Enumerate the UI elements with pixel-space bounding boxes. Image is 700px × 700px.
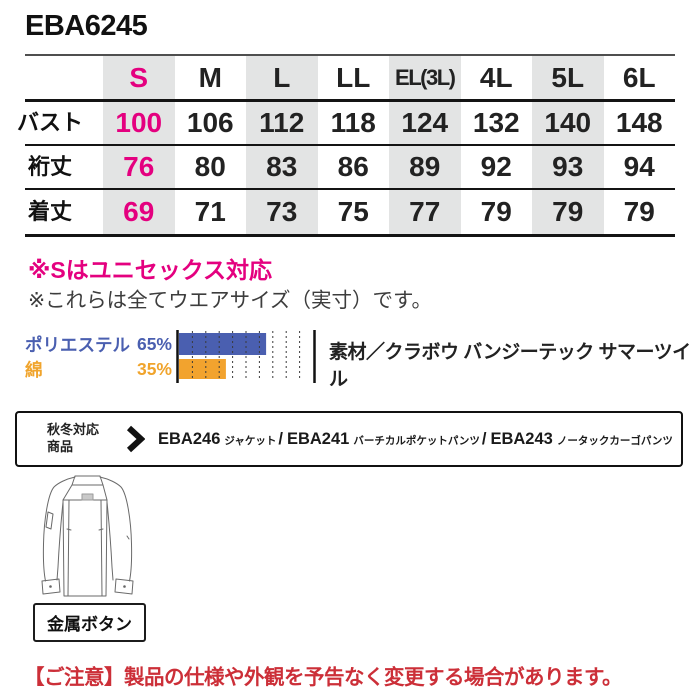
related-products-list: EBA246 ジャケット / EBA241 バーチカルポケットパンツ / EBA243 ノータ… [158, 430, 675, 449]
product-code: EBA246 [158, 429, 221, 448]
material-composition-bar-chart [176, 329, 316, 390]
note-actual-size: ※これらは全てウエアサイズ（実寸）です。 [28, 289, 433, 312]
size-column-header: EL(3L) [395, 64, 456, 90]
size-value-cell: 132 [472, 107, 520, 138]
size-table-row: 裄丈 76 80 83 86 89 92 93 94 [25, 146, 675, 190]
related-products-heading: 秋冬対応 商品 [47, 422, 99, 456]
size-column-header: S [129, 61, 149, 93]
size-value-cell: 93 [552, 151, 584, 182]
size-row-label: 裄丈 [27, 154, 72, 179]
material-percent: 65% [136, 334, 172, 354]
size-value-cell: 79 [623, 196, 655, 227]
product-separator: / [278, 429, 283, 448]
material-name: 綿 [25, 360, 43, 380]
size-value-cell: 83 [266, 151, 298, 182]
size-row-label: 着丈 [27, 199, 72, 224]
size-value-cell: 69 [123, 196, 155, 227]
size-value-cell: 76 [123, 151, 155, 182]
related-products-box: 秋冬対応 商品 EBA246 ジャケット / EBA241 バーチカルポケットパンツ / E… [15, 411, 683, 467]
bar-ポリエステル [179, 333, 267, 355]
size-value-cell: 71 [194, 196, 226, 227]
product-code: EBA241 [286, 429, 350, 448]
chevron-right-icon [126, 425, 146, 453]
size-value-cell: 100 [115, 107, 163, 138]
size-value-cell: 106 [186, 107, 234, 138]
size-value-cell: 140 [544, 107, 592, 138]
size-value-cell: 79 [552, 196, 584, 227]
size-column-header: 5L [551, 61, 585, 93]
size-column-header: 4L [479, 61, 513, 93]
material-row-cotton: 綿 35% [25, 357, 172, 382]
material-row-polyester: ポリエステル 65% [25, 332, 172, 357]
note-unisex: ※Sはユニセックス対応 [28, 257, 273, 283]
product-name: ジャケット [224, 434, 277, 447]
caution-note: 【ご注意】製品の仕様や外観を予告なく変更する場合があります。 [24, 666, 622, 689]
size-table-row: 着丈 69 71 73 75 77 79 79 79 [25, 190, 675, 234]
heading-line1: 秋冬対応 [47, 422, 100, 438]
product-separator: / [481, 429, 487, 448]
size-table-row: バスト 100 106 112 118 124 132 140 148 [17, 102, 675, 146]
size-table: S M L LL EL(3L) 4L 5L 6L バスト 100 106 112 118 124 132 1… [17, 54, 675, 237]
size-column-header: L [273, 61, 291, 93]
metal-button-caption: 金属ボタン [33, 603, 146, 642]
product-name: ノータックカーゴパンツ [556, 434, 673, 447]
size-table-body: バスト 100 106 112 118 124 132 140 148 裄丈 76 80 83 86 89 9… [17, 102, 675, 234]
bar-綿 [179, 359, 226, 379]
size-column-header: 6L [622, 61, 656, 93]
size-value-cell: 148 [615, 107, 663, 138]
size-value-cell: 118 [330, 107, 376, 138]
size-value-cell: 112 [259, 107, 305, 138]
material-name: ポリエステル [25, 335, 130, 355]
size-value-cell: 77 [409, 196, 441, 227]
size-table-header-row: S M L LL EL(3L) 4L 5L 6L [25, 56, 675, 102]
size-value-cell: 89 [409, 151, 441, 182]
size-column-header: M [198, 61, 222, 93]
size-value-cell: 73 [266, 196, 298, 227]
size-value-cell: 75 [337, 196, 369, 227]
size-value-cell: 86 [337, 151, 369, 182]
size-value-cell: 92 [480, 151, 512, 182]
page-title: EBA6245 [25, 10, 148, 42]
material-percent: 35% [136, 359, 172, 379]
product-name: バーチカルポケットパンツ [353, 434, 480, 447]
garment-back-view-illustration [41, 475, 134, 597]
size-column-header: LL [336, 61, 371, 93]
size-value-cell: 79 [480, 196, 512, 227]
heading-line2: 商品 [47, 439, 74, 454]
material-source-label: 素材／クラボウ バンジーテック サマーツイル [329, 342, 691, 390]
size-value-cell: 124 [401, 107, 449, 138]
size-value-cell: 80 [194, 151, 226, 182]
size-value-cell: 94 [623, 151, 655, 182]
product-code: EBA243 [490, 429, 553, 448]
size-row-label: バスト [16, 110, 83, 135]
material-composition-labels: ポリエステル 65% 綿 35% [25, 332, 172, 382]
